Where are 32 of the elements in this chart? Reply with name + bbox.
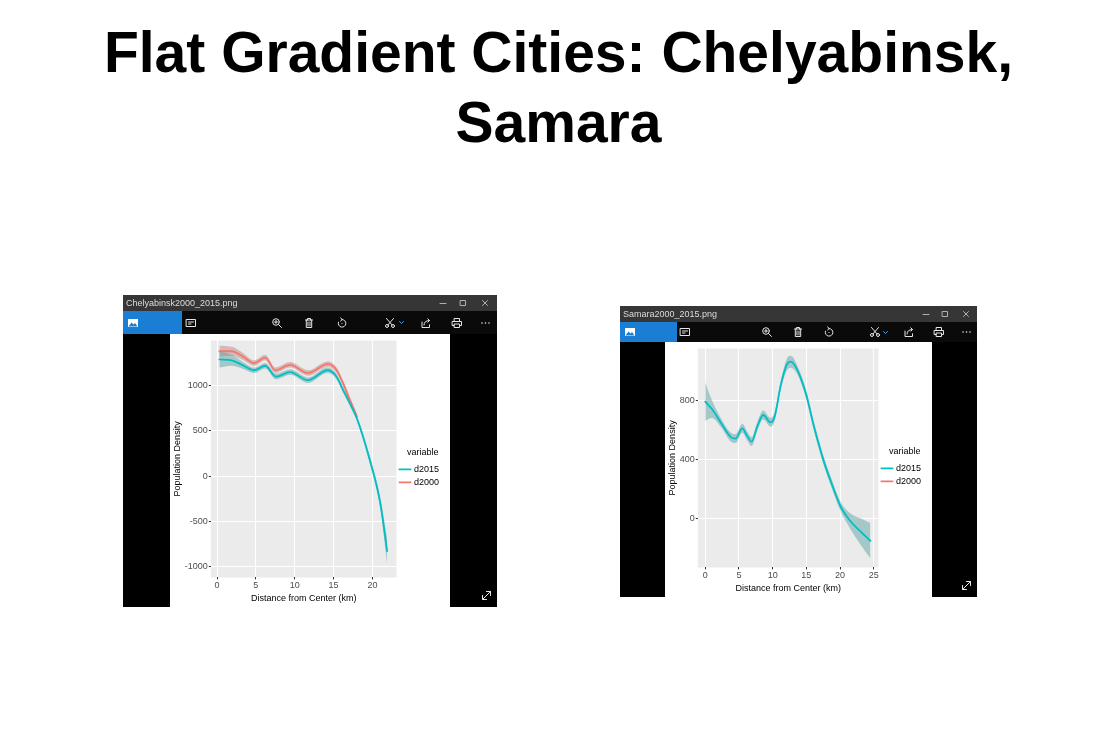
x-axis-title: Distance from Center (km) (250, 593, 357, 604)
x-tick-label: 15 (801, 570, 812, 581)
legend-label: d2000 (413, 476, 439, 487)
x-tick-label: 20 (835, 570, 846, 581)
y-tick-label: 400 (679, 453, 695, 464)
legend-label: d2015 (895, 462, 921, 473)
x-tick-label: 15 (328, 580, 339, 591)
y-tick-label: 1000 (187, 380, 208, 391)
y-axis-title: Population Density (171, 420, 182, 497)
text: Chelyabinsk2000_2015.png (126, 297, 238, 309)
y-tick-label: 500 (192, 425, 208, 436)
x-tick-label: 25 (868, 570, 879, 581)
text: Samara2000_2015.png (623, 308, 718, 320)
text: Flat Gradient Cities: Chelyabinsk, Samara (102, 19, 1015, 156)
legend-label: d2000 (895, 475, 921, 486)
x-tick-label: 0 (214, 580, 220, 591)
legend-label: d2015 (413, 463, 439, 474)
y-tick-label: 0 (202, 470, 208, 481)
x-tick-label: 5 (736, 570, 742, 581)
x-tick-label: 20 (367, 580, 378, 591)
legend-title: variable (888, 446, 921, 457)
x-tick-label: 10 (289, 580, 300, 591)
x-tick-label: 0 (702, 570, 708, 581)
x-axis-title: Distance from Center (km) (735, 583, 841, 594)
y-tick-label: -500 (189, 515, 208, 526)
y-axis-title: Population Density (666, 419, 677, 496)
legend-title: variable (406, 447, 439, 458)
y-tick-label: 800 (679, 394, 695, 405)
x-tick-label: 5 (253, 580, 259, 591)
y-tick-label: 0 (689, 513, 695, 524)
x-tick-label: 10 (767, 570, 778, 581)
y-tick-label: -1000 (184, 561, 208, 572)
